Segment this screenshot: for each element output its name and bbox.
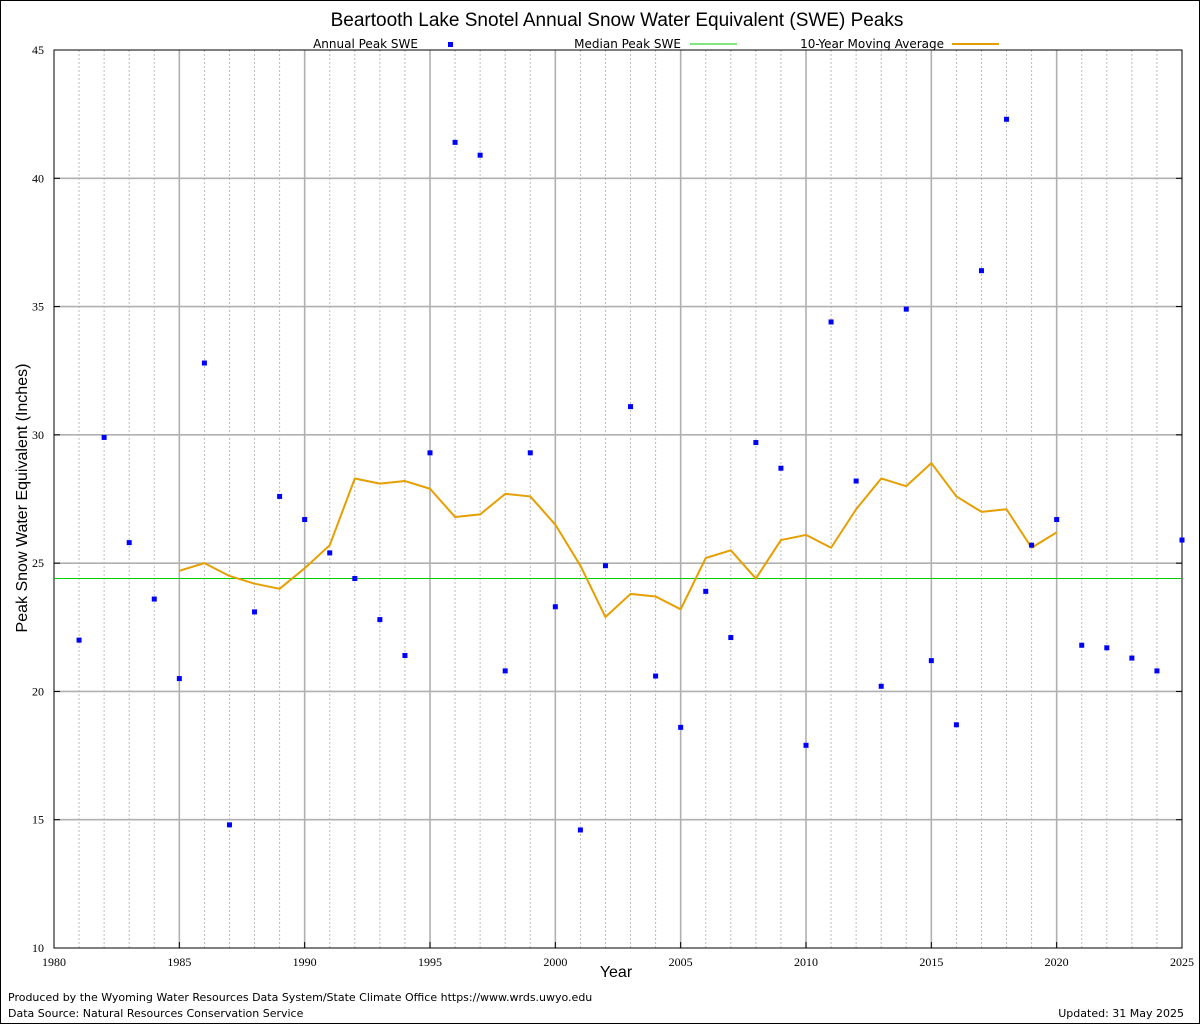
annual-peak-point — [1004, 116, 1010, 122]
annual-peak-point — [577, 827, 583, 833]
footer-producer: Produced by the Wyoming Water Resources … — [8, 991, 592, 1004]
legend: Annual Peak SWE Median Peak SWE 10-Year … — [313, 37, 999, 51]
annual-peak-point — [903, 306, 909, 312]
series-layer — [54, 116, 1185, 833]
legend-marker-annual-peak — [448, 42, 453, 47]
y-tick-label: 35 — [32, 300, 44, 314]
annual-peak-point — [803, 742, 809, 748]
y-tick-label: 15 — [32, 813, 44, 827]
annual-peak-point — [126, 540, 132, 546]
footer-source: Data Source: Natural Resources Conservat… — [8, 1007, 304, 1020]
x-tick-label: 1985 — [167, 955, 191, 969]
x-tick-label: 2000 — [543, 955, 567, 969]
annual-peak-point — [201, 360, 207, 366]
moving-average-line — [179, 462, 1058, 619]
y-tick-label: 45 — [32, 43, 44, 57]
annual-peak-point — [252, 609, 258, 615]
annual-peak-point — [628, 404, 634, 410]
annual-peak-point — [878, 683, 884, 689]
chart-title: Beartooth Lake Snotel Annual Snow Water … — [331, 10, 904, 31]
annual-peak-point — [76, 637, 82, 643]
annual-peak-point — [402, 653, 408, 659]
x-tick-label: 1990 — [293, 955, 317, 969]
annual-peak-point — [678, 724, 684, 730]
annual-peak-point — [1129, 655, 1135, 661]
annual-peak-point — [151, 596, 157, 602]
annual-peak-point — [377, 617, 383, 623]
annual-peak-point — [853, 478, 859, 484]
y-axis-label: Peak Snow Water Equivalent (Inches) — [14, 364, 31, 633]
annual-peak-point — [1179, 537, 1185, 543]
annual-peak-point — [653, 673, 659, 679]
annual-peak-point — [753, 440, 759, 446]
grid — [54, 50, 1182, 948]
y-tick-label: 25 — [32, 556, 44, 570]
annual-peak-point — [176, 676, 182, 682]
annual-peak-point — [452, 139, 458, 145]
annual-peak-point — [477, 152, 483, 158]
annual-peak-point — [327, 550, 333, 556]
annual-peak-point — [527, 450, 533, 456]
annual-peak-point — [502, 668, 508, 674]
x-tick-label: 1995 — [418, 955, 442, 969]
y-tick-label: 20 — [32, 684, 44, 698]
x-tick-label: 2020 — [1045, 955, 1069, 969]
annual-peak-point — [953, 722, 959, 728]
annual-peak-point — [778, 465, 784, 471]
x-tick-label: 2010 — [794, 955, 818, 969]
x-tick-label: 2015 — [919, 955, 943, 969]
plot-area-border — [53, 49, 1183, 949]
annual-peak-point — [1154, 668, 1160, 674]
annual-peak-point — [602, 563, 608, 569]
y-tick-label: 30 — [32, 428, 44, 442]
legend-label-moving-average: 10-Year Moving Average — [800, 37, 944, 51]
annual-peak-point — [552, 604, 558, 610]
annual-peak-point — [703, 588, 709, 594]
y-tick-label: 40 — [32, 171, 44, 185]
annual-peak-point — [978, 268, 984, 274]
annual-peak-point — [277, 493, 283, 499]
x-tick-label: 2005 — [669, 955, 693, 969]
annual-peak-point — [352, 576, 358, 582]
footer-updated: Updated: 31 May 2025 — [1058, 1007, 1184, 1020]
y-tick-label: 10 — [32, 941, 44, 955]
annual-peak-point — [1029, 542, 1035, 548]
x-tick-label: 2025 — [1170, 955, 1194, 969]
axis-ticks: 1980 1985 1990 1995 2000 2005 2010 2015 2020 2025… — [32, 43, 1194, 969]
annual-peak-point — [928, 658, 934, 664]
x-tick-label: 1980 — [42, 955, 66, 969]
x-axis-label: Year — [600, 964, 633, 981]
annual-peak-point — [828, 319, 834, 325]
legend-label-median: Median Peak SWE — [574, 37, 681, 51]
legend-label-annual-peak: Annual Peak SWE — [313, 37, 418, 51]
annual-peak-point — [1104, 645, 1110, 651]
annual-peak-point — [226, 822, 232, 828]
annual-peak-point — [1079, 642, 1085, 648]
annual-peak-point — [1054, 517, 1060, 523]
annual-peak-point — [302, 517, 308, 523]
annual-peak-point — [101, 434, 107, 440]
annual-peak-point — [427, 450, 433, 456]
annual-peak-point — [728, 635, 734, 641]
